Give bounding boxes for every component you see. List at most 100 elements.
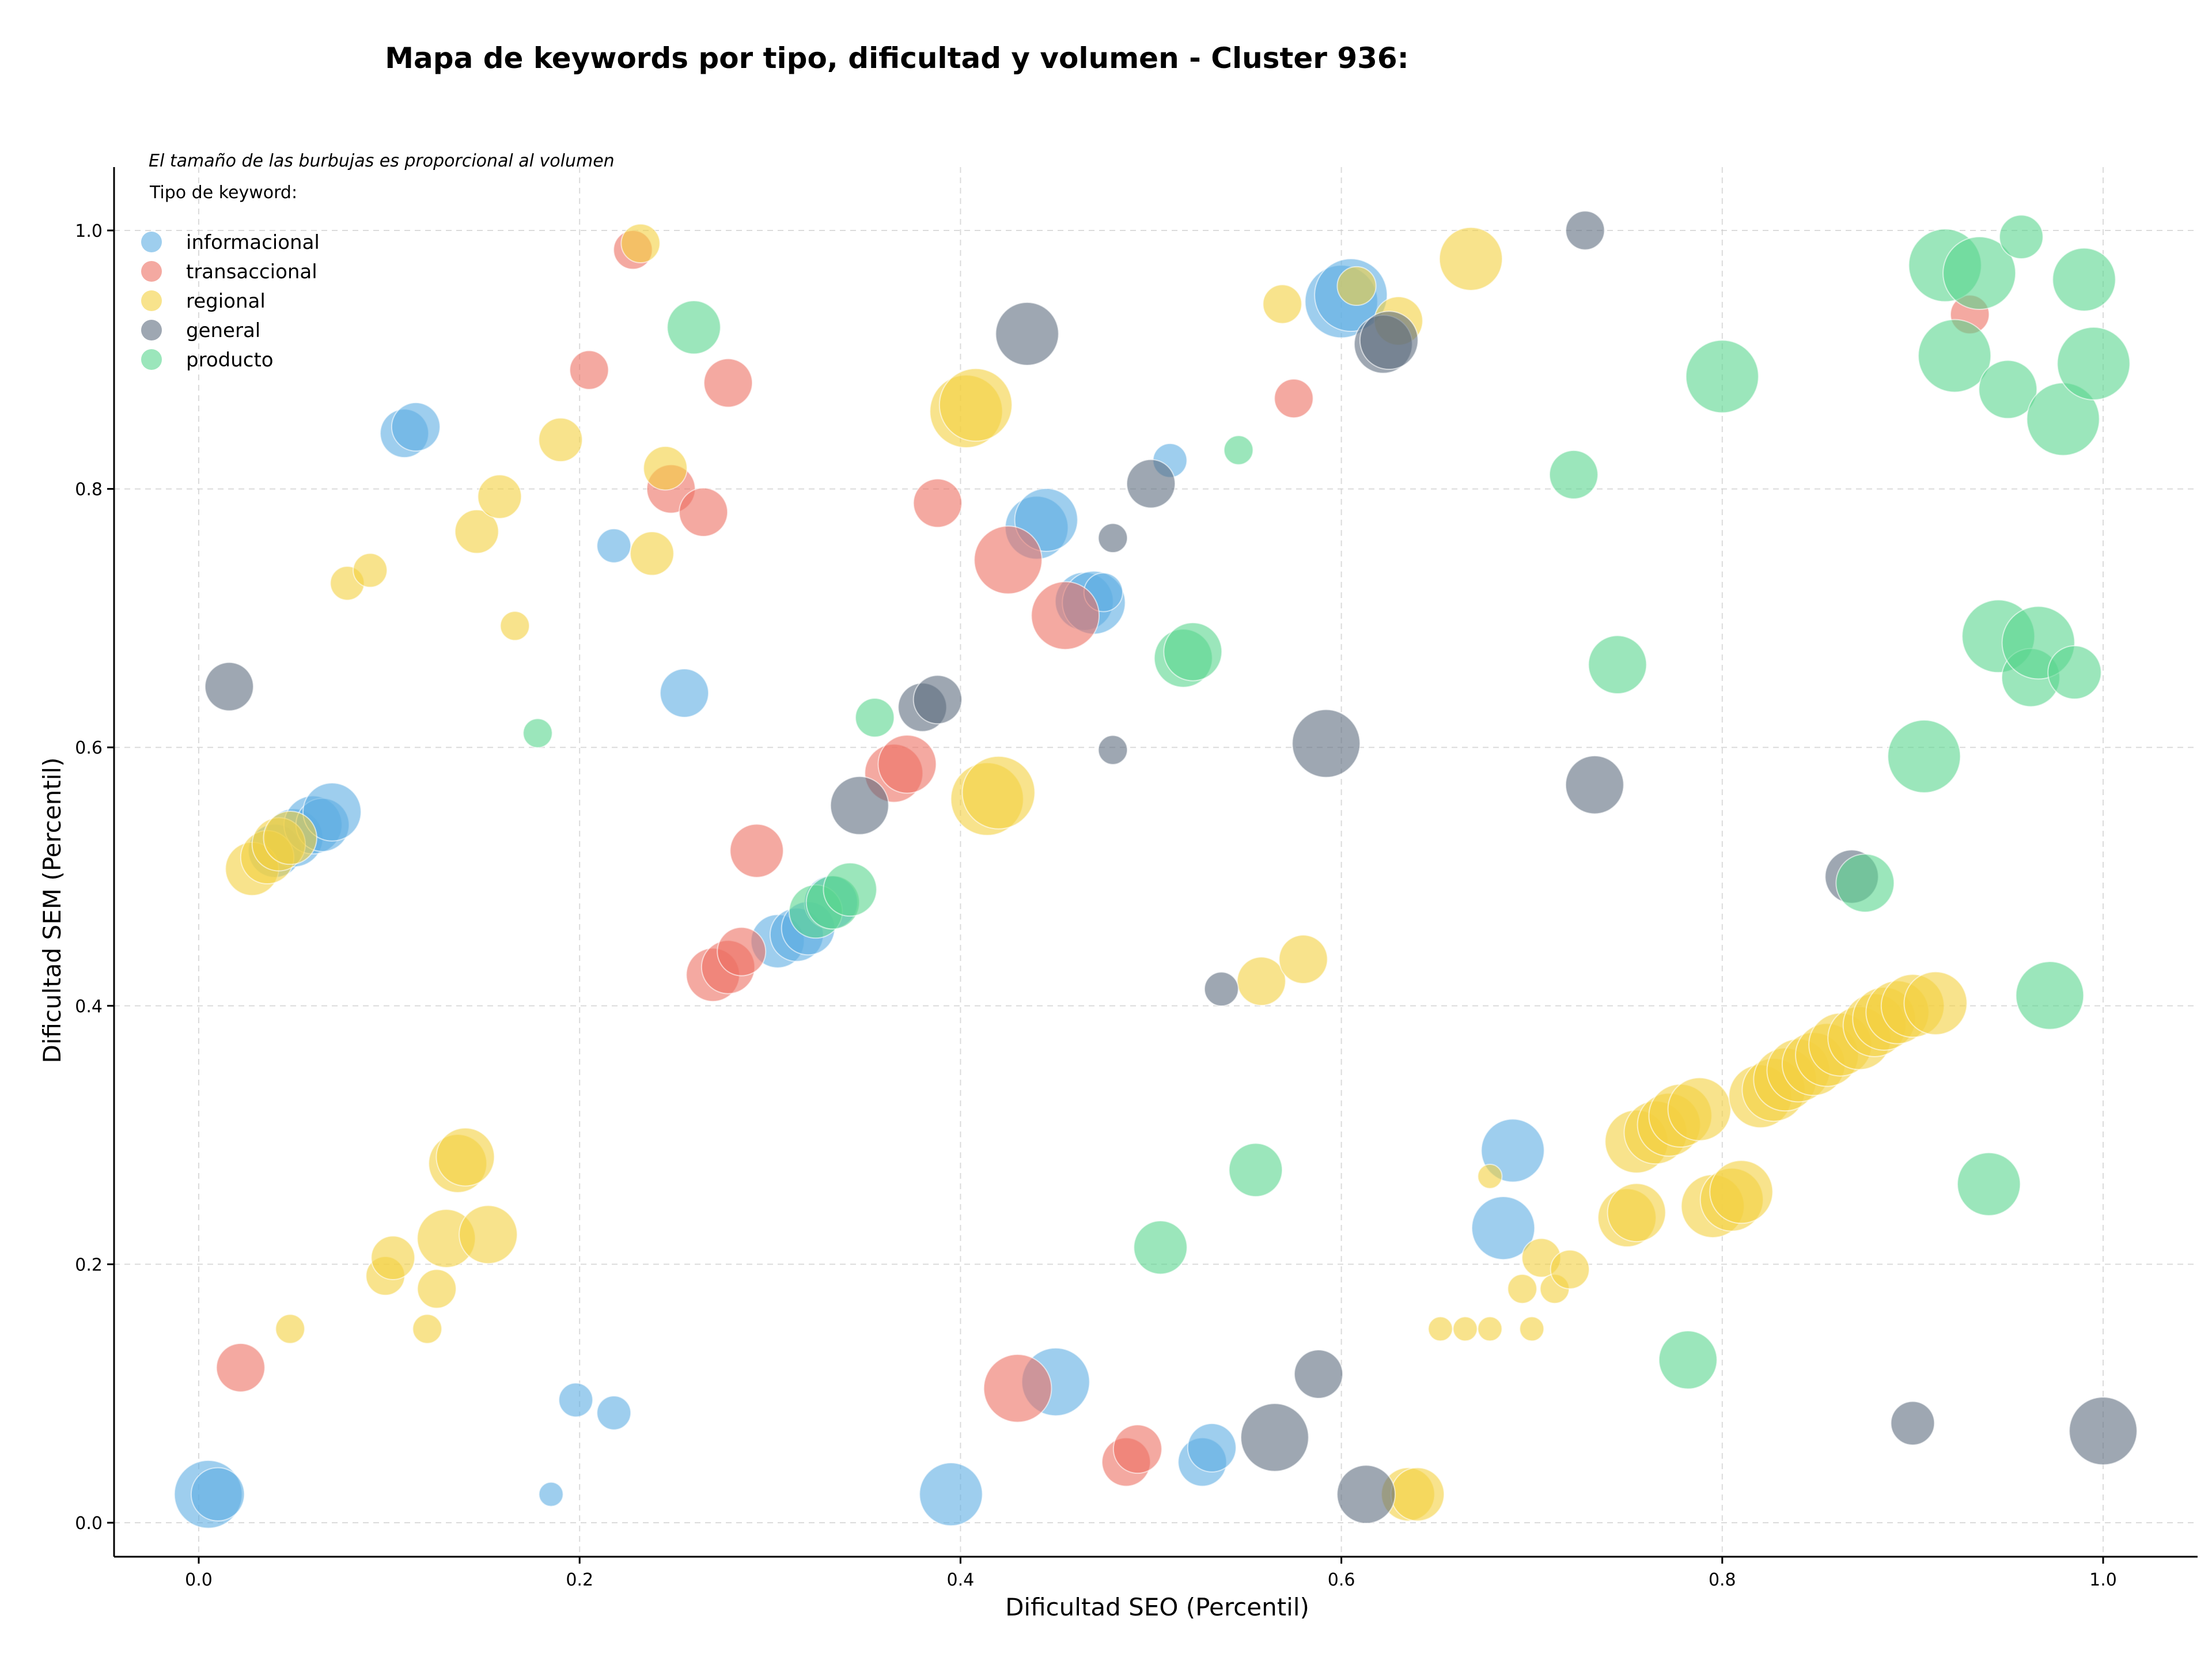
y-tick-label: 0.2 (75, 1255, 103, 1275)
data-point-informacional (660, 668, 710, 718)
legend-marker-regional (141, 290, 162, 311)
data-point-informacional (1471, 1195, 1536, 1261)
data-point-general (1293, 1349, 1343, 1399)
data-point-regional (412, 1314, 442, 1344)
data-point-producto (1999, 214, 2044, 260)
data-point-transaccional (215, 1342, 266, 1393)
legend-label-regional: regional (186, 290, 266, 313)
data-point-regional (435, 1127, 495, 1187)
data-point-regional (643, 445, 688, 491)
data-point-informacional (919, 1462, 983, 1527)
data-point-transaccional (1274, 378, 1314, 419)
data-point-producto (1942, 236, 2017, 311)
data-point-general (995, 301, 1059, 366)
data-point-producto (2047, 645, 2102, 700)
data-point-producto (1835, 853, 1895, 913)
data-point-transaccional (569, 350, 609, 390)
legend-title: Tipo de keyword: (149, 183, 297, 203)
data-point-regional (263, 811, 317, 865)
data-point-general (912, 675, 963, 725)
data-point-informacional (558, 1382, 593, 1418)
data-point-regional (620, 223, 661, 264)
data-point-producto (1548, 449, 1599, 500)
legend-marker-general (141, 320, 162, 340)
legend-marker-informacional (141, 232, 162, 252)
data-point-regional (538, 417, 583, 463)
data-point-producto (823, 862, 877, 917)
data-point-general (204, 661, 254, 712)
data-point-producto (666, 300, 721, 355)
data-point-general (1240, 1403, 1309, 1472)
data-point-transaccional (1031, 581, 1100, 650)
data-point-regional (1452, 1316, 1478, 1342)
data-point-regional (1903, 971, 1968, 1035)
data-point-regional (1336, 266, 1377, 307)
data-point-informacional (538, 1481, 564, 1507)
data-point-regional (1278, 934, 1328, 985)
data-point-regional (1519, 1316, 1545, 1342)
data-point-transaccional (877, 734, 937, 794)
data-point-informacional (596, 528, 632, 563)
chart-title: Mapa de keywords por tipo, dificultad y … (385, 41, 1408, 75)
series-regional (225, 223, 1968, 1522)
data-point-producto (2052, 247, 2116, 312)
data-point-general (1336, 1465, 1396, 1524)
data-point-general (1097, 735, 1128, 765)
legend-marker-producto (141, 349, 162, 370)
data-point-regional (1667, 1077, 1732, 1141)
data-point-producto (1223, 435, 1254, 466)
data-point-regional (1236, 956, 1286, 1007)
data-point-producto (2056, 327, 2131, 401)
data-point-producto (1658, 1330, 1718, 1390)
legend-label-general: general (186, 319, 260, 342)
data-point-informacional (302, 782, 362, 842)
data-point-producto (1163, 622, 1223, 682)
x-axis-label: Dificultad SEO (Percentil) (1005, 1593, 1309, 1621)
data-point-regional (630, 531, 675, 576)
data-point-regional (454, 509, 499, 554)
data-point-regional (459, 1205, 518, 1265)
data-point-regional (1507, 1273, 1537, 1304)
legend-label-producto: producto (186, 349, 274, 372)
data-point-general (1565, 210, 1605, 251)
data-point-general (1097, 523, 1128, 554)
data-point-producto (1588, 635, 1647, 695)
data-point-general (2069, 1396, 2138, 1466)
data-point-producto (1957, 1152, 2021, 1216)
data-point-regional (370, 1235, 416, 1280)
x-tick-label: 1.0 (2089, 1570, 2117, 1590)
series-transaccional (215, 230, 1990, 1487)
data-point-general (1203, 971, 1239, 1007)
data-point-producto (1978, 360, 2038, 419)
data-point-producto (855, 698, 895, 738)
data-point-general (1126, 459, 1176, 509)
axes (113, 167, 2198, 1558)
data-point-regional (353, 553, 388, 588)
data-point-general (1565, 755, 1624, 815)
data-point-regional (275, 1314, 305, 1344)
data-point-general (830, 775, 889, 835)
data-point-regional (1390, 1467, 1445, 1522)
data-point-transaccional (717, 926, 767, 977)
y-tick-label: 0.4 (75, 997, 103, 1017)
x-tick-label: 0.6 (1328, 1570, 1355, 1590)
data-point-regional (416, 1269, 457, 1309)
x-tick-label: 0.4 (947, 1570, 975, 1590)
data-point-producto (2015, 961, 2085, 1030)
legend-label-transaccional: transaccional (186, 260, 317, 283)
data-point-regional (961, 755, 1036, 830)
data-point-transaccional (974, 525, 1043, 595)
y-tick-label: 0.6 (75, 738, 103, 758)
legend-label-informacional: informacional (186, 231, 320, 254)
x-tick-label: 0.8 (1709, 1570, 1736, 1590)
legend: El tamaño de las burbujas es proporciona… (141, 151, 615, 372)
data-point-informacional (1187, 1422, 1237, 1473)
data-point-transaccional (729, 823, 784, 878)
data-point-informacional (596, 1395, 632, 1431)
y-tick-label: 0.8 (75, 480, 103, 500)
ticks: 0.0 0.0 0.2 0.2 0.4 0.4 0.6 0.6 0.8 0.8 1.0 1.0 (75, 221, 2117, 1590)
x-tick-label: 0.0 (185, 1570, 213, 1590)
data-point-regional (938, 368, 1013, 442)
data-point-regional (1709, 1160, 1774, 1224)
